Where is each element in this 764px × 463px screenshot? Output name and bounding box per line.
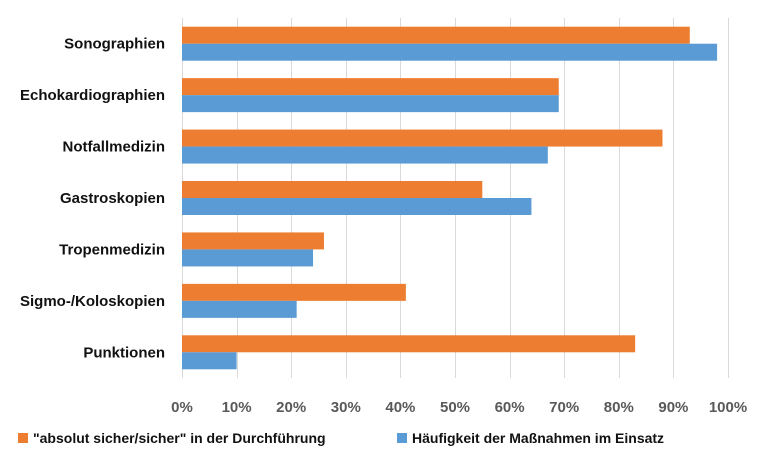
bar-notfallmedizin-series-1 [182,129,663,147]
bar-notfallmedizin-series-2 [182,146,548,164]
bar-gastroskopien-series-1 [182,181,483,198]
category-labels: Sonographien Echokardiographien Notfallmed… [20,36,165,362]
bar-tropenmedizin-series-2 [182,249,314,267]
bar-echokardiographien-series-1 [182,78,559,96]
bar-gastroskopien-series-2 [182,198,532,215]
bar-echokardiographien-series-2 [182,95,559,113]
bar-sonographien-series-2 [182,43,718,61]
bar-punktionen-series-2 [182,352,237,370]
tick-label-0pct: 0% [171,399,193,416]
bar-sonographien-series-1 [182,26,690,44]
category-label-gastroskopien: Gastroskopien [60,190,165,207]
tick-label-100pct: 100% [709,399,747,416]
tick-label-60pct: 60% [495,399,525,416]
legend-swatch-series-1 [18,433,28,443]
category-label-echokardiographien: Echokardiographien [20,87,165,104]
legend: "absolut sicher/sicher" in der Durchführ… [18,430,664,446]
bars [182,26,718,370]
tick-label-70pct: 70% [549,399,579,416]
tick-label-10pct: 10% [222,399,252,416]
legend-swatch-series-2 [397,433,407,443]
category-label-punktionen: Punktionen [83,344,165,361]
tick-label-90pct: 90% [658,399,688,416]
category-label-tropenmedizin: Tropenmedizin [59,241,165,258]
tick-label-40pct: 40% [385,399,415,416]
bar-punktionen-series-1 [182,335,636,353]
legend-label-series-1: "absolut sicher/sicher" in der Durchführ… [33,430,326,446]
tick-label-20pct: 20% [276,399,306,416]
tick-label-50pct: 50% [440,399,470,416]
legend-label-series-2: Häufigkeit der Maßnahmen im Einsatz [412,430,664,446]
tick-label-30pct: 30% [331,399,361,416]
category-label-sonographien: Sonographien [64,36,165,53]
bar-sigmo-koloskopien-series-1 [182,283,406,301]
category-label-sigmo-koloskopien: Sigmo-/Koloskopien [20,293,165,310]
tick-label-80pct: 80% [604,399,634,416]
category-label-notfallmedizin: Notfallmedizin [62,139,165,156]
bar-sigmo-koloskopien-series-2 [182,300,297,318]
bar-tropenmedizin-series-1 [182,232,324,250]
x-axis-tick-labels: 0% 10% 20% 30% 40% 50% 60% 70% 80% 90% 100% [171,399,747,416]
